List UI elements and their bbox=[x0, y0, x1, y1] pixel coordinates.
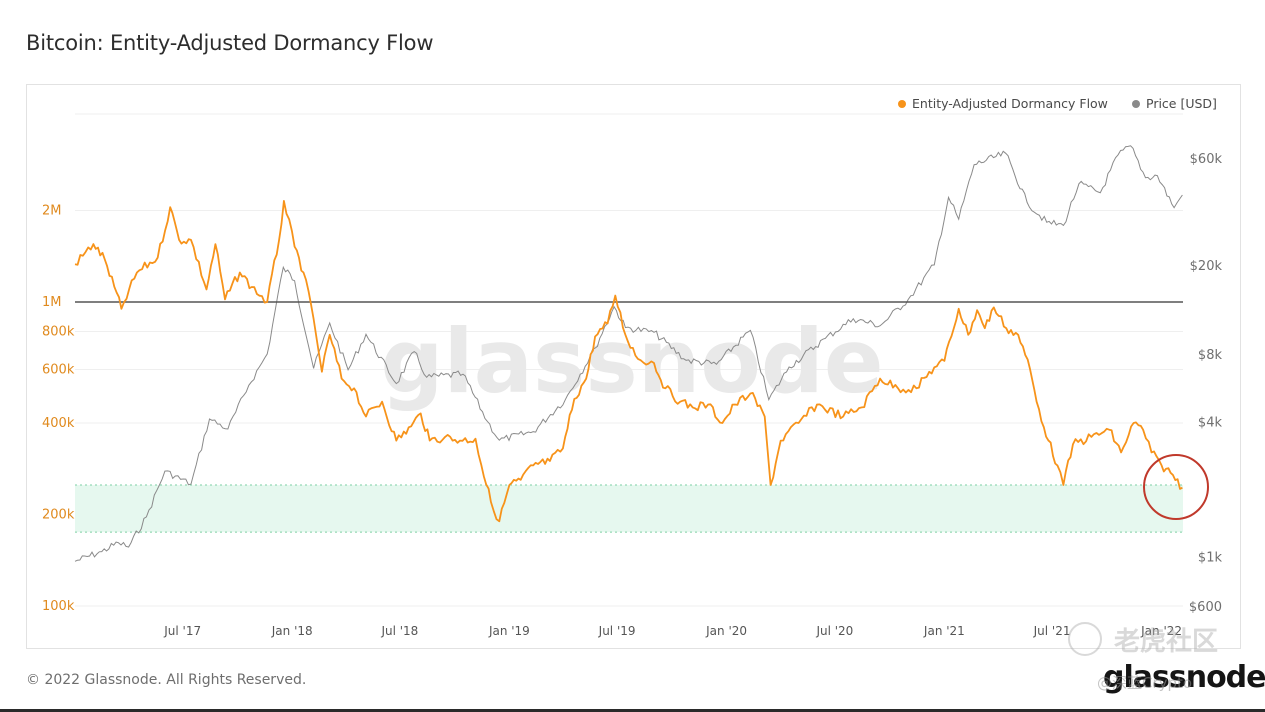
right-tick-label: $20k bbox=[1190, 259, 1223, 274]
legend-label: Price [USD] bbox=[1146, 96, 1217, 111]
x-tick-label: Jan '22 bbox=[1140, 624, 1182, 638]
legend-item[interactable]: Price [USD] bbox=[1132, 96, 1217, 111]
overlay-watermark-handle: @深蓝Crypto bbox=[1097, 674, 1193, 692]
green-band bbox=[75, 484, 1183, 533]
bottom-rule bbox=[0, 709, 1265, 712]
price-series bbox=[74, 145, 1183, 562]
x-tick-label: Jul '21 bbox=[1033, 624, 1071, 638]
left-tick-label: 2M bbox=[42, 203, 62, 218]
copyright-footer: © 2022 Glassnode. All Rights Reserved. bbox=[26, 672, 307, 688]
x-tick-label: Jan '18 bbox=[271, 624, 313, 638]
right-tick-label: $4k bbox=[1198, 415, 1223, 430]
legend-label: Entity-Adjusted Dormancy Flow bbox=[912, 96, 1108, 111]
left-tick-label: 100k bbox=[42, 599, 75, 614]
right-tick-label: $1k bbox=[1198, 550, 1223, 565]
legend-swatch bbox=[898, 100, 906, 108]
legend[interactable]: Entity-Adjusted Dormancy Flow Price [USD] bbox=[898, 96, 1217, 111]
left-tick-label: 600k bbox=[42, 362, 75, 377]
band-fill bbox=[75, 485, 1183, 533]
x-tick-label: Jul '17 bbox=[163, 624, 201, 638]
left-tick-label: 800k bbox=[42, 324, 75, 339]
overlay-watermark-text: 老虎社区 bbox=[1114, 627, 1219, 657]
glassnode-watermark: glassnode bbox=[380, 310, 883, 413]
left-tick-label: 400k bbox=[42, 416, 75, 431]
legend-item[interactable]: Entity-Adjusted Dormancy Flow bbox=[898, 96, 1108, 111]
right-tick-label: $600 bbox=[1189, 600, 1222, 615]
dormancy-line bbox=[74, 200, 1183, 523]
glassnode-logo: glassnode bbox=[1103, 660, 1265, 695]
x-tick-label: Jul '18 bbox=[380, 624, 418, 638]
right-tick-label: $60k bbox=[1190, 152, 1223, 167]
dormancy-series bbox=[74, 200, 1183, 523]
x-tick-label: Jan '19 bbox=[488, 624, 530, 638]
x-tick-label: Jan '20 bbox=[705, 624, 747, 638]
x-tick-label: Jan '21 bbox=[923, 624, 965, 638]
paw-watermark-icon bbox=[1068, 622, 1102, 656]
x-tick-label: Jul '20 bbox=[815, 624, 853, 638]
x-tick-label: Jul '19 bbox=[598, 624, 636, 638]
chart-title: Bitcoin: Entity-Adjusted Dormancy Flow bbox=[26, 31, 434, 55]
chart-panel bbox=[26, 84, 1241, 649]
left-tick-label: 1M bbox=[42, 295, 62, 310]
axes: 2M 1M 800k 600k 400k 200k 100k $60k $20k $8k $4k $1… bbox=[42, 152, 1222, 638]
highlight-circle bbox=[1143, 454, 1209, 520]
price-line bbox=[74, 145, 1183, 562]
legend-swatch bbox=[1132, 100, 1140, 108]
left-tick-label: 200k bbox=[42, 507, 75, 522]
right-tick-label: $8k bbox=[1198, 348, 1223, 363]
